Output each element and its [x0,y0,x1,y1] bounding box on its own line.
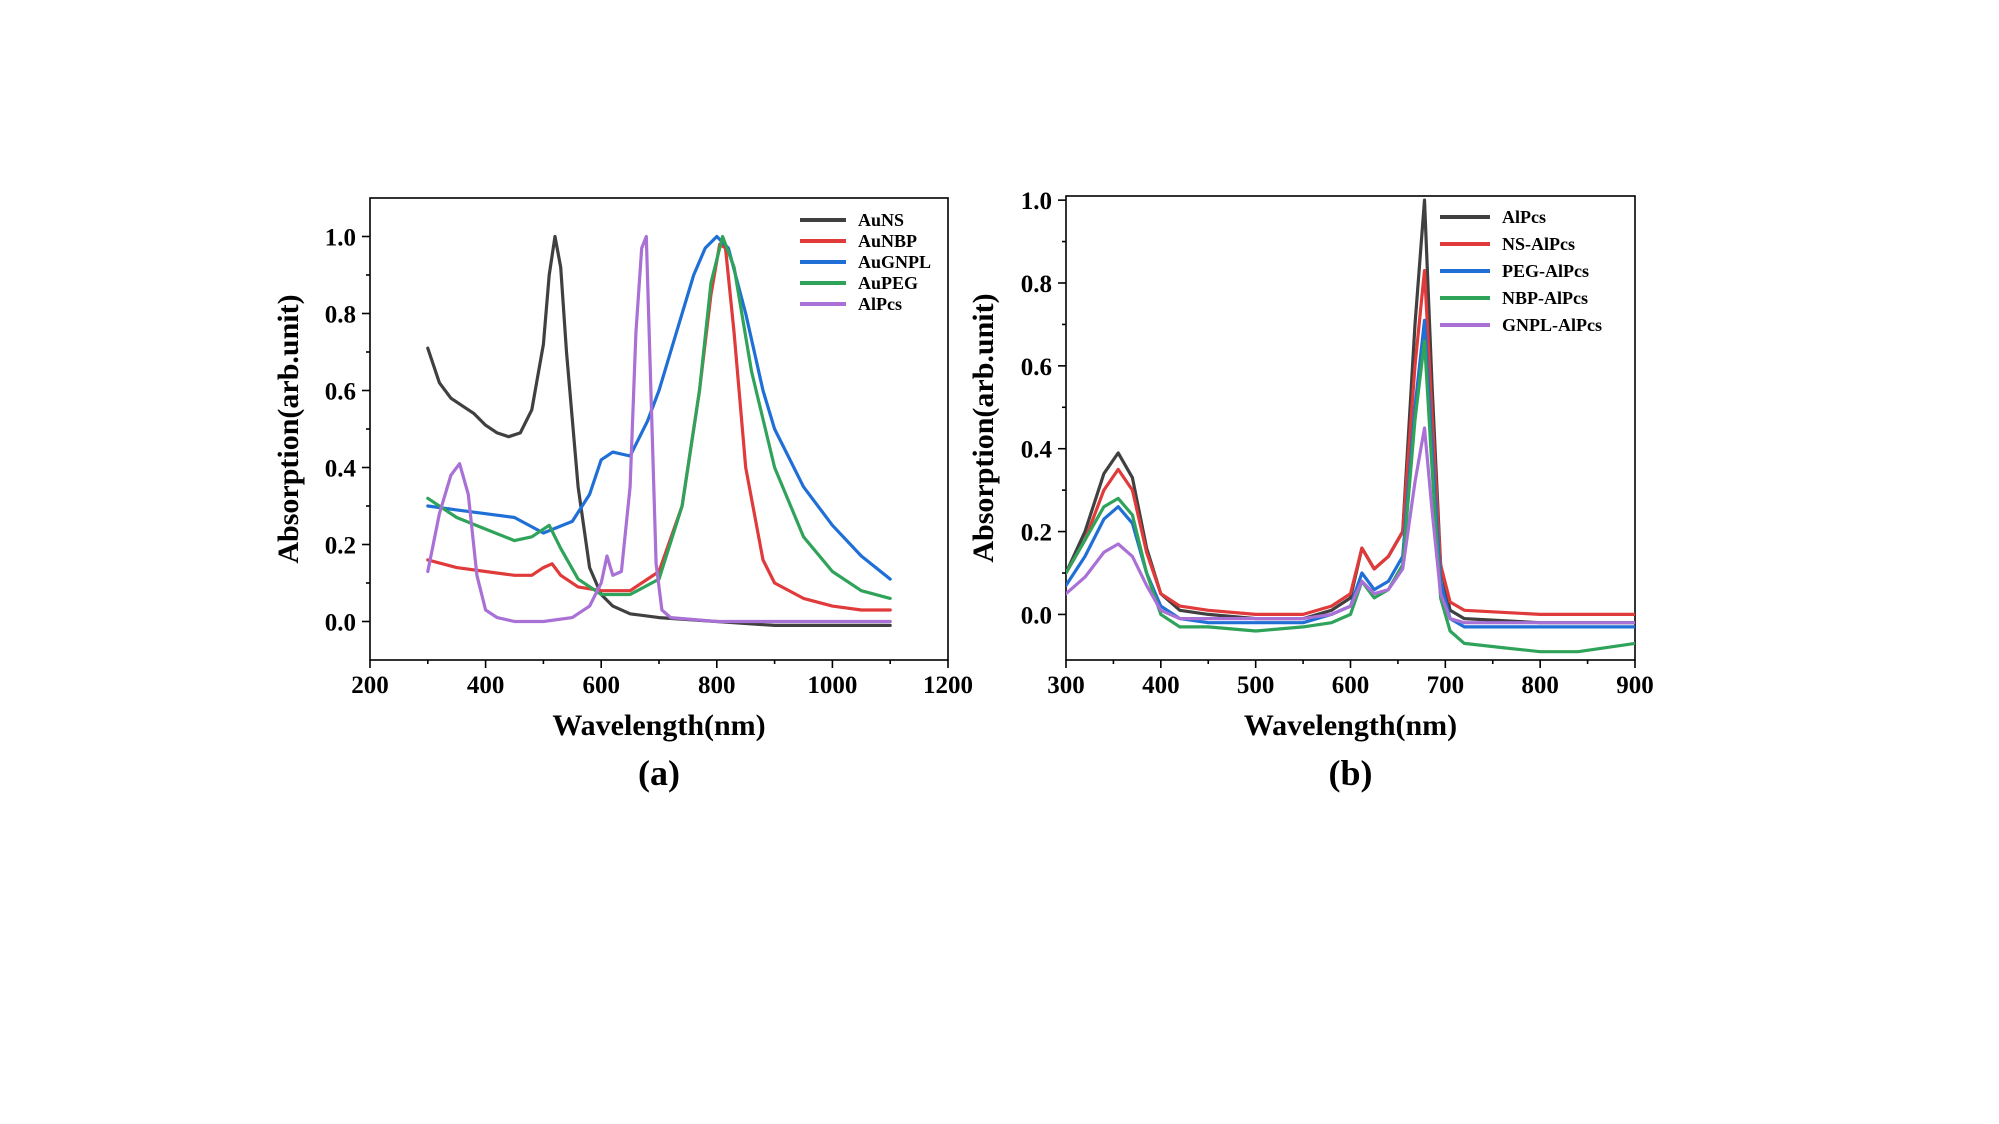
x-tick-label: 600 [582,672,620,699]
legend: AlPcs NS-AlPcs PEG-AlPcs NBP-AlPcs GNPL-AlPc… [1440,207,1602,335]
y-tick-label: 0.8 [1021,271,1052,298]
panel-label: (a) [638,753,680,793]
x-tick-label: 800 [698,672,736,699]
panel-a-chart: 200 400 600 800 1000 1200 0.0 0.2 0.4 0.6 0.8 1.0 Au… [272,197,973,793]
y-tick-label: 0.6 [325,379,356,406]
y-tick-label: 0.4 [1021,437,1053,464]
series-line-augnpl [426,234,892,581]
x-tick-label: 400 [1142,672,1180,699]
series-line-peg-alpcs [1066,318,1635,629]
legend-label: AuNBP [858,231,917,251]
legend-label: AlPcs [858,294,902,314]
x-tick-label: 200 [351,672,389,699]
x-axis-label: Wavelength(nm) [1244,709,1457,742]
series-line-gnpl-alpcs [1066,426,1635,625]
y-tick-label: 0.4 [325,456,357,483]
x-tick-label: 800 [1521,672,1559,699]
panel-b-chart: 300 400 500 600 700 800 900 0.0 0.2 0.4 0.6 0.8 1.0 A… [967,188,1654,793]
legend-label: AuPEG [858,273,918,293]
y-tick-label: 0.0 [1021,602,1052,629]
y-tick-label: 1.0 [325,225,356,252]
legend-label: NBP-AlPcs [1502,288,1588,308]
x-tick-label: 600 [1332,672,1370,699]
x-tick-label: 400 [467,672,505,699]
legend-label: AuNS [858,210,904,230]
legend-label: AlPcs [1502,207,1546,227]
x-tick-label: 1200 [923,672,973,699]
legend-label: PEG-AlPcs [1502,261,1589,281]
y-tick-label: 0.8 [325,302,356,329]
series-line-alpcs [426,234,892,624]
series-line-auns [426,234,892,627]
x-tick-label: 700 [1427,672,1465,699]
series-line-aupeg [426,234,892,600]
y-axis-label: Absorption(arb.unit) [272,294,305,563]
x-tick-label: 500 [1237,672,1275,699]
y-tick-label: 0.2 [325,533,356,560]
y-tick-label: 0.2 [1021,520,1052,547]
y-axis-label: Absorption(arb.unit) [967,293,1000,562]
legend-label: GNPL-AlPcs [1502,315,1602,335]
y-tick-label: 0.0 [325,610,356,637]
y-tick-label: 0.6 [1021,354,1052,381]
legend-label: NS-AlPcs [1502,234,1575,254]
x-tick-label: 300 [1047,672,1085,699]
x-tick-label: 900 [1616,672,1654,699]
x-axis-label: Wavelength(nm) [552,709,765,742]
legend-label: AuGNPL [858,252,931,272]
panel-label: (b) [1329,753,1373,793]
x-tick-label: 1000 [807,672,857,699]
y-tick-label: 1.0 [1021,188,1052,215]
